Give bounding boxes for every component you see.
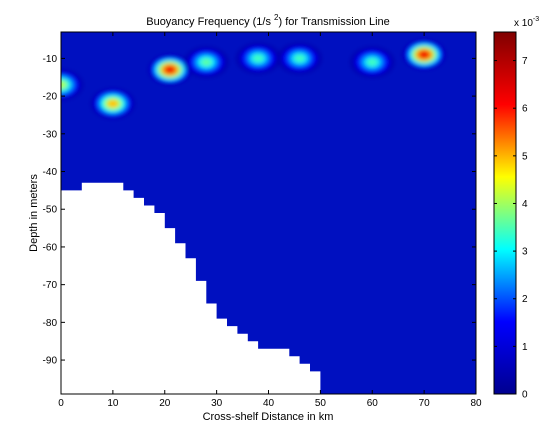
x-tick-label: 70 xyxy=(419,398,431,409)
y-tick-label: -50 xyxy=(43,205,58,216)
seafloor-mask xyxy=(61,182,321,394)
heat-blob-3 xyxy=(184,46,229,78)
y-tick-label: -70 xyxy=(43,280,58,291)
y-tick-label: -60 xyxy=(43,242,58,253)
plot-area xyxy=(60,31,477,395)
colorbar-tick-label: 5 xyxy=(522,151,528,162)
colorbar-gradient xyxy=(493,31,517,395)
x-tick-label: 40 xyxy=(263,398,275,409)
heat-blob-0 xyxy=(61,69,83,101)
colorbar-ticks: 0 1 2 3 4 5 6 7 xyxy=(494,56,528,401)
colorbar-tick-label: 0 xyxy=(522,390,528,401)
x-tick-label: 10 xyxy=(107,398,119,409)
y-tick-label: -20 xyxy=(43,92,58,103)
heat-ring xyxy=(294,54,305,63)
x-tick-label: 50 xyxy=(315,398,327,409)
colorbar-tick-label: 2 xyxy=(522,294,528,305)
y-tick-label: -30 xyxy=(43,129,58,140)
chart-title: Buoyancy Frequency (1/s 2) for Transmiss… xyxy=(146,13,390,28)
y-tick-label: -40 xyxy=(43,167,58,178)
heat-blob-5 xyxy=(277,42,322,74)
x-tick-label: 60 xyxy=(367,398,379,409)
heat-ring xyxy=(418,50,430,59)
heatmap-layer xyxy=(61,39,447,120)
seafloor-region xyxy=(61,182,321,394)
x-tick-label: 80 xyxy=(470,398,482,409)
colorbar-tick-label: 4 xyxy=(522,199,528,210)
x-tick-label: 30 xyxy=(211,398,223,409)
heat-ring xyxy=(366,58,378,66)
x-tick-label: 20 xyxy=(159,398,171,409)
heat-ring xyxy=(61,80,67,89)
heat-ring xyxy=(252,54,264,63)
colorbar: 0 1 2 3 4 5 6 7 x 10-3 xyxy=(493,16,539,401)
colorbar-tick-label: 6 xyxy=(522,104,528,115)
heat-ring xyxy=(107,99,119,108)
x-axis-ticks: 0 10 20 30 40 50 60 70 80 xyxy=(58,32,482,409)
x-axis-label: Cross-shelf Distance in km xyxy=(203,411,334,423)
x-tick-label: 0 xyxy=(58,398,64,409)
colorbar-tick-label: 1 xyxy=(522,342,528,353)
colorbar-tick-label: 7 xyxy=(522,56,528,67)
heat-ring xyxy=(164,65,176,74)
y-tick-label: -90 xyxy=(43,356,58,367)
heat-blob-6 xyxy=(350,46,395,78)
colorbar-multiplier: x 10-3 xyxy=(514,16,539,29)
y-axis-ticks: -10 -20 -30 -40 -50 -60 -70 -80 -90 xyxy=(43,54,476,367)
heat-ring xyxy=(200,58,212,66)
heat-blob-4 xyxy=(236,42,281,74)
heat-blob-2 xyxy=(147,54,192,86)
y-axis-label: Depth in meters xyxy=(28,174,40,252)
y-tick-label: -10 xyxy=(43,54,58,65)
heat-blob-7 xyxy=(402,39,447,71)
y-tick-label: -80 xyxy=(43,318,58,329)
heat-blob-1 xyxy=(90,88,135,120)
colorbar-tick-label: 3 xyxy=(522,247,528,258)
